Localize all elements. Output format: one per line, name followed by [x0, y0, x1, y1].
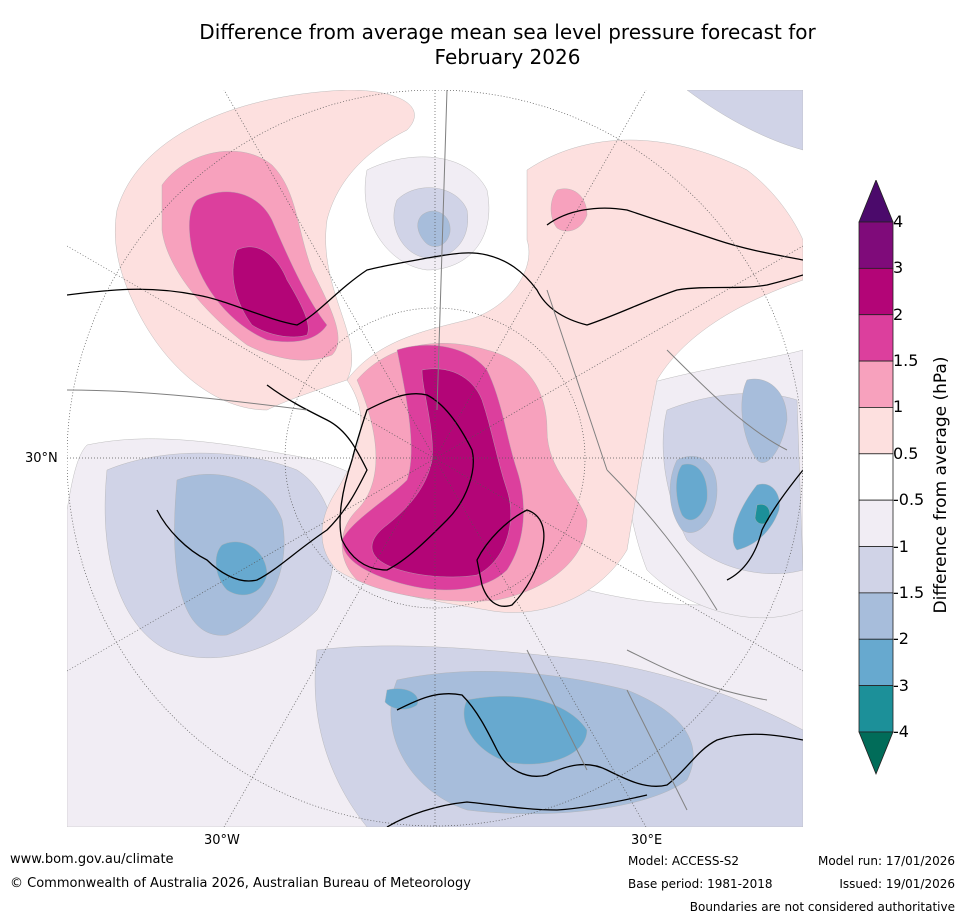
footer-model: Model: ACCESS-S2: [628, 854, 740, 868]
colorbar-bin-5: [858, 407, 894, 455]
neg-region-asia-strong: [754, 504, 770, 525]
neg-region-top-right: [686, 90, 803, 151]
border-5: [436, 90, 448, 411]
colorbar-tick-label: -3: [893, 675, 909, 695]
lon-label-30w: 30°W: [204, 833, 240, 848]
border-6: [67, 389, 308, 411]
footer-url[interactable]: www.bom.gov.au/climate: [10, 852, 174, 867]
colorbar-tick-label: -1.5: [893, 582, 925, 602]
colorbar-tick-label: 0.5: [893, 443, 919, 463]
colorbar-tick-label: -2: [893, 629, 909, 649]
footer-issued: Issued: 19/01/2026: [839, 877, 955, 891]
colorbar-bin-2: [858, 267, 894, 316]
border-7: [526, 649, 588, 771]
pos-region-arctic-core: [371, 368, 511, 578]
pos-region-pacific-core: [232, 246, 309, 338]
coast-canada-arctic: [156, 384, 368, 582]
lat-circle-60: [284, 307, 586, 609]
colorbar: [858, 178, 894, 788]
colorbar-bins: [858, 178, 894, 776]
neg-region-asia-core-2: [741, 378, 788, 463]
colorbar-bin-above-4: [858, 178, 894, 223]
meridian-60w: [67, 245, 803, 672]
positive-anomaly-layer: [115, 90, 803, 613]
negative-anomaly-layer: [67, 90, 803, 827]
map-title: Difference from average mean sea level p…: [60, 20, 955, 70]
border-layer: [67, 90, 788, 811]
coast-north-america: [67, 257, 428, 326]
border-4: [666, 349, 788, 451]
border-8: [626, 689, 688, 811]
pos-region-siberia-mid: [550, 188, 588, 232]
colorbar-tick-label: 3: [893, 258, 904, 278]
coast-europe: [396, 693, 803, 787]
colorbar-bin-7: [858, 499, 894, 547]
title-line-1: Difference from average mean sea level p…: [199, 20, 816, 44]
colorbar-tick-label: -0.5: [893, 490, 925, 510]
footer-copyright: © Commonwealth of Australia 2026, Austra…: [10, 876, 471, 891]
colorbar-tick-label: -4: [893, 721, 909, 741]
colorbar-bin-9: [858, 592, 894, 640]
title-line-2: February 2026: [434, 45, 581, 69]
graticule-layer: [67, 90, 803, 827]
lon-label-30e: 30°E: [631, 833, 663, 848]
colorbar-tick-label: 4: [893, 212, 904, 231]
colorbar-bin-1: [858, 221, 894, 269]
colorbar-bin-below-minus-4: [858, 731, 894, 776]
colorbar-title: Difference from average (hPa): [931, 356, 951, 614]
pressure-anomaly-map: [67, 90, 803, 827]
colorbar-bin-10: [858, 638, 894, 686]
lat-label-30n: 30°N: [25, 451, 58, 466]
coast-siberia: [546, 207, 803, 261]
footer-disclaimer: Boundaries are not considered authoritat…: [689, 900, 955, 914]
coastline-layer: [67, 207, 803, 827]
footer-model-run: Model run: 17/01/2026: [817, 854, 955, 868]
colorbar-tick-label: 1: [893, 397, 904, 417]
border-1: [546, 289, 608, 471]
neg-region-med-deep-1: [463, 696, 588, 765]
colorbar-bin-4: [858, 360, 894, 408]
colorbar-bin-11: [858, 685, 894, 733]
neg-region-asia-deep-1: [676, 463, 708, 521]
colorbar-tick-label: 1.5: [893, 351, 919, 371]
coast-africa-north: [386, 794, 648, 827]
coast-greenland: [339, 393, 474, 571]
coast-russia-north: [426, 252, 803, 326]
colorbar-bin-6: [858, 453, 894, 501]
coast-scandinavia: [476, 509, 545, 607]
colorbar-bin-3: [858, 314, 894, 362]
border-3: [626, 649, 768, 701]
coast-east-asia: [726, 469, 803, 581]
footer-base-period: Base period: 1981-2018: [628, 877, 773, 891]
meridian-30e: [223, 90, 647, 827]
meridian-30w: [223, 90, 647, 827]
border-2: [606, 469, 718, 611]
colorbar-tick-label: -1: [893, 536, 909, 556]
colorbar-tick-label: 2: [893, 304, 904, 324]
meridian-60e: [67, 245, 803, 672]
colorbar-bin-8: [858, 546, 894, 594]
